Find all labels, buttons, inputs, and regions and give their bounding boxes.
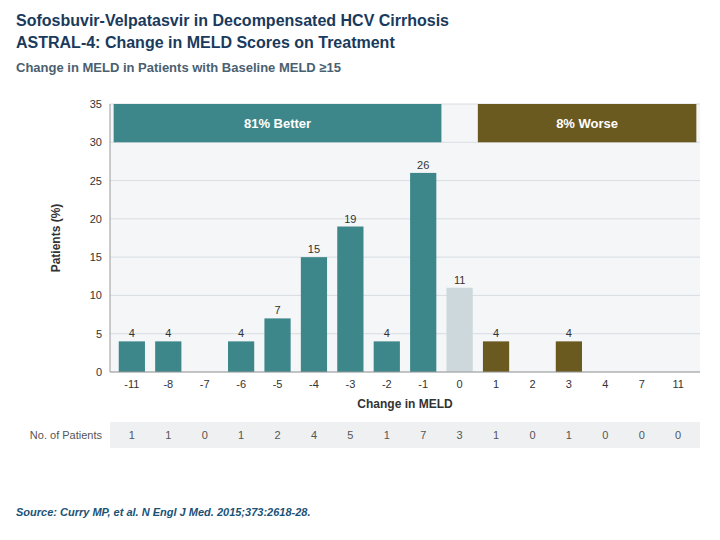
title: Sofosbuvir-Velpatasvir in Decompensated … <box>16 12 449 29</box>
y-tick-label: 20 <box>90 213 102 225</box>
bar <box>337 227 363 372</box>
grid-line <box>110 372 700 373</box>
data-label: 11 <box>454 274 465 286</box>
x-tick-label: -6 <box>236 378 246 390</box>
banner-label: 8% Worse <box>556 116 618 131</box>
x-tick-label: -3 <box>345 378 355 390</box>
footer-value: 4 <box>311 429 317 441</box>
data-label: 19 <box>344 213 356 225</box>
footer-value: 1 <box>493 429 499 441</box>
bar <box>447 288 473 372</box>
bar <box>410 173 436 372</box>
banner-label: 81% Better <box>244 116 311 131</box>
y-tick-label: 5 <box>96 328 102 340</box>
footer-value: 1 <box>566 429 572 441</box>
data-label: 4 <box>165 327 171 339</box>
data-label: 4 <box>566 327 572 339</box>
bar <box>483 341 509 372</box>
y-tick-label: 15 <box>90 251 102 263</box>
y-axis-line <box>110 104 111 372</box>
banner <box>114 104 442 142</box>
x-tick-label: 3 <box>566 378 572 390</box>
grid-line <box>110 180 700 181</box>
subtitle: Change in MELD in Patients with Baseline… <box>16 60 341 75</box>
data-label: 7 <box>274 304 280 316</box>
bars <box>119 173 582 372</box>
grid-line <box>110 218 700 219</box>
y-tick-label: 35 <box>90 98 102 110</box>
footer-value: 3 <box>457 429 463 441</box>
footer-value: 0 <box>202 429 208 441</box>
footer-value: 2 <box>274 429 280 441</box>
x-tick-label: 0 <box>457 378 463 390</box>
chart: Sofosbuvir-Velpatasvir in Decompensated … <box>0 0 720 540</box>
x-tick-label: -4 <box>309 378 319 390</box>
data-label: 4 <box>238 327 244 339</box>
footer-value: 5 <box>347 429 353 441</box>
bar <box>264 318 290 372</box>
x-tick-label: 11 <box>672 378 683 390</box>
footer-label: No. of Patients <box>30 429 103 441</box>
footer-value: 0 <box>529 429 535 441</box>
x-tick-label: -8 <box>163 378 173 390</box>
source: Source: Curry MP, et al. N Engl J Med. 2… <box>16 506 310 518</box>
footer-value: 1 <box>238 429 244 441</box>
grid-line <box>110 257 700 258</box>
x-tick-label: 7 <box>639 378 645 390</box>
data-label: 4 <box>384 327 390 339</box>
bar <box>556 341 582 372</box>
data-label: 26 <box>417 159 429 171</box>
footer-band <box>110 422 700 448</box>
x-tick-label: -1 <box>418 378 428 390</box>
footer-value: 1 <box>165 429 171 441</box>
plot-background <box>110 104 700 372</box>
y-tick-label: 0 <box>96 366 102 378</box>
bar <box>374 341 400 372</box>
x-tick-label: -11 <box>124 378 139 390</box>
grid-line <box>110 333 700 334</box>
x-tick-label: -7 <box>200 378 210 390</box>
footer-value: 1 <box>129 429 135 441</box>
footer-value: 0 <box>639 429 645 441</box>
x-axis-line <box>110 372 700 373</box>
grid-line <box>110 295 700 296</box>
footer-value: 1 <box>384 429 390 441</box>
bar <box>301 257 327 372</box>
y-axis-label: Patients (%) <box>49 204 63 273</box>
footer-value: 0 <box>602 429 608 441</box>
y-tick-label: 10 <box>90 289 102 301</box>
footer-value: 0 <box>675 429 681 441</box>
x-tick-label: -5 <box>273 378 283 390</box>
title: ASTRAL-4: Change in MELD Scores on Treat… <box>16 34 395 51</box>
x-tick-label: -2 <box>382 378 392 390</box>
bar <box>228 341 254 372</box>
y-tick-label: 25 <box>90 175 102 187</box>
x-tick-label: 1 <box>493 378 499 390</box>
x-axis-label: Change in MELD <box>357 397 453 411</box>
y-tick-label: 30 <box>90 136 102 148</box>
data-label: 4 <box>129 327 135 339</box>
x-tick-label: 2 <box>529 378 535 390</box>
data-label: 4 <box>493 327 499 339</box>
bar <box>155 341 181 372</box>
x-tick-label: 4 <box>602 378 608 390</box>
data-label: 15 <box>308 243 320 255</box>
banner <box>478 104 697 142</box>
bar <box>119 341 145 372</box>
footer-value: 7 <box>420 429 426 441</box>
